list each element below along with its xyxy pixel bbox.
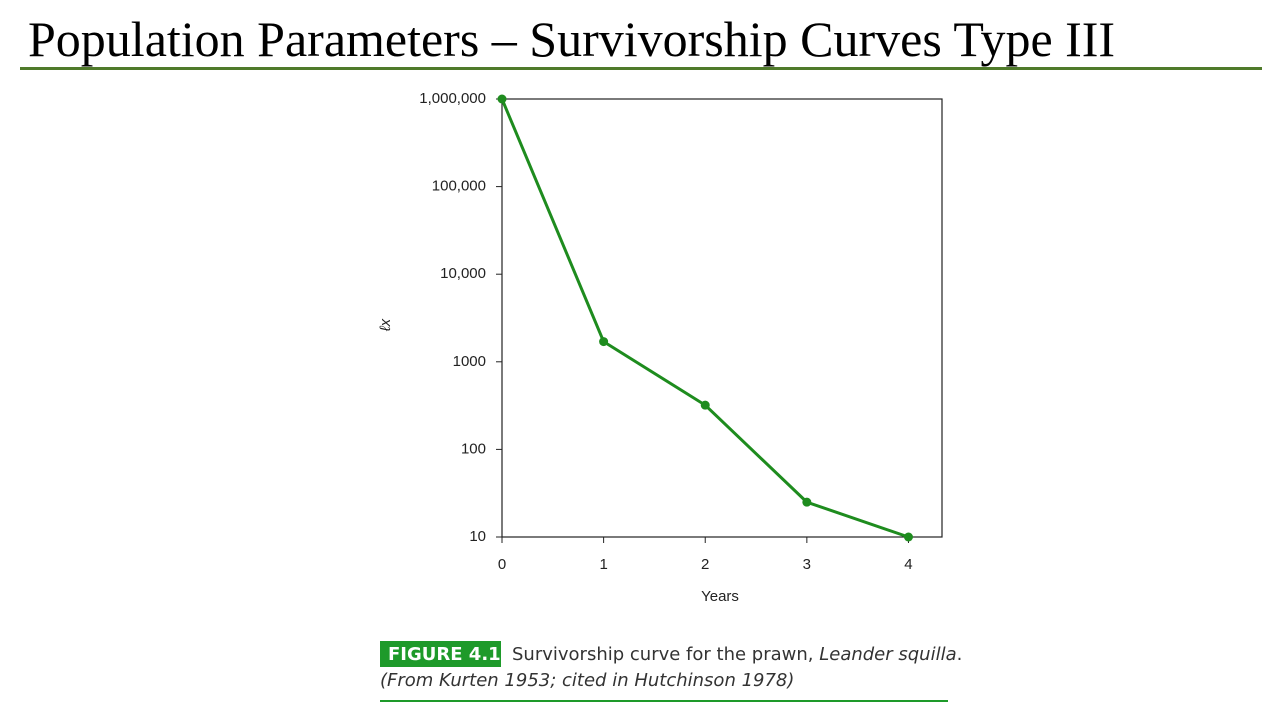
y-tick-label: 1,000,000 (419, 90, 486, 107)
x-tick-label: 1 (599, 556, 607, 573)
y-tick-label: 1000 (453, 353, 486, 370)
x-tick-label: 2 (701, 556, 709, 573)
caption-species: Leander squilla (819, 644, 956, 665)
y-tick-label: 100 (461, 440, 486, 457)
data-line (500, 98, 909, 539)
data-point (599, 337, 609, 347)
figure-label: FIGURE 4.16 (388, 644, 513, 665)
y-tick-label: 10,000 (440, 265, 486, 282)
x-tick-label: 4 (904, 556, 912, 573)
slide-title: Population Parameters – Survivorship Cur… (28, 11, 1116, 67)
x-tick-label: 0 (498, 556, 506, 573)
data-point (903, 532, 913, 542)
y-axis-label: ℓx (377, 318, 394, 332)
y-tick-label: 10 (469, 528, 486, 545)
y-tick-label: 100,000 (432, 178, 486, 195)
data-point (497, 94, 507, 104)
plot-frame (501, 98, 943, 538)
data-point (802, 497, 812, 507)
data-point (700, 400, 710, 410)
caption-main: Survivorship curve for the prawn, (512, 644, 813, 665)
caption-text: Survivorship curve for the prawn, Leande… (512, 644, 962, 665)
x-tick-label: 3 (803, 556, 811, 573)
figure-badge (380, 641, 501, 667)
x-axis-label: Years (701, 588, 739, 605)
caption-end: . (957, 644, 963, 665)
title-rule (20, 67, 1262, 70)
caption-source: (From Kurten 1953; cited in Hutchinson 1… (380, 670, 794, 691)
